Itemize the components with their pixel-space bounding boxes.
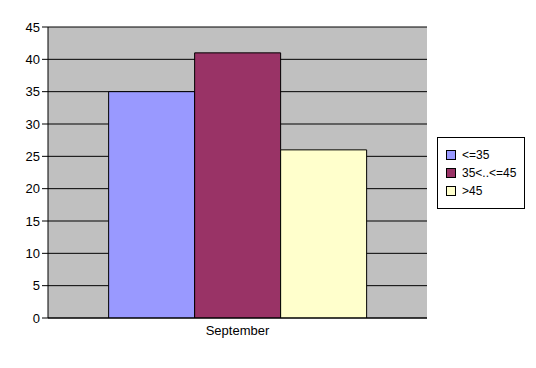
svg-text:35: 35: [26, 84, 40, 99]
svg-text:September: September: [206, 323, 270, 338]
svg-text:20: 20: [26, 181, 40, 196]
svg-text:30: 30: [26, 117, 40, 132]
svg-text:5: 5: [33, 278, 40, 293]
svg-text:40: 40: [26, 52, 40, 67]
svg-text:25: 25: [26, 149, 40, 164]
html-text:35<..<=45: 35<..<=45: [462, 166, 517, 180]
svg-text:45: 45: [26, 20, 40, 35]
svg-text:10: 10: [26, 246, 40, 261]
html-text:>45: >45: [462, 184, 483, 198]
svg-text:0: 0: [33, 311, 40, 326]
svg-text:15: 15: [26, 214, 40, 229]
html-text:<=35: <=35: [462, 148, 490, 162]
